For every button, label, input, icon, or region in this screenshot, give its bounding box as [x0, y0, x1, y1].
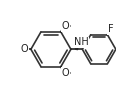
Text: O: O	[62, 21, 69, 31]
Text: NH: NH	[74, 37, 88, 47]
Text: O: O	[62, 68, 69, 78]
Text: F: F	[108, 24, 114, 34]
Text: O: O	[21, 44, 28, 54]
